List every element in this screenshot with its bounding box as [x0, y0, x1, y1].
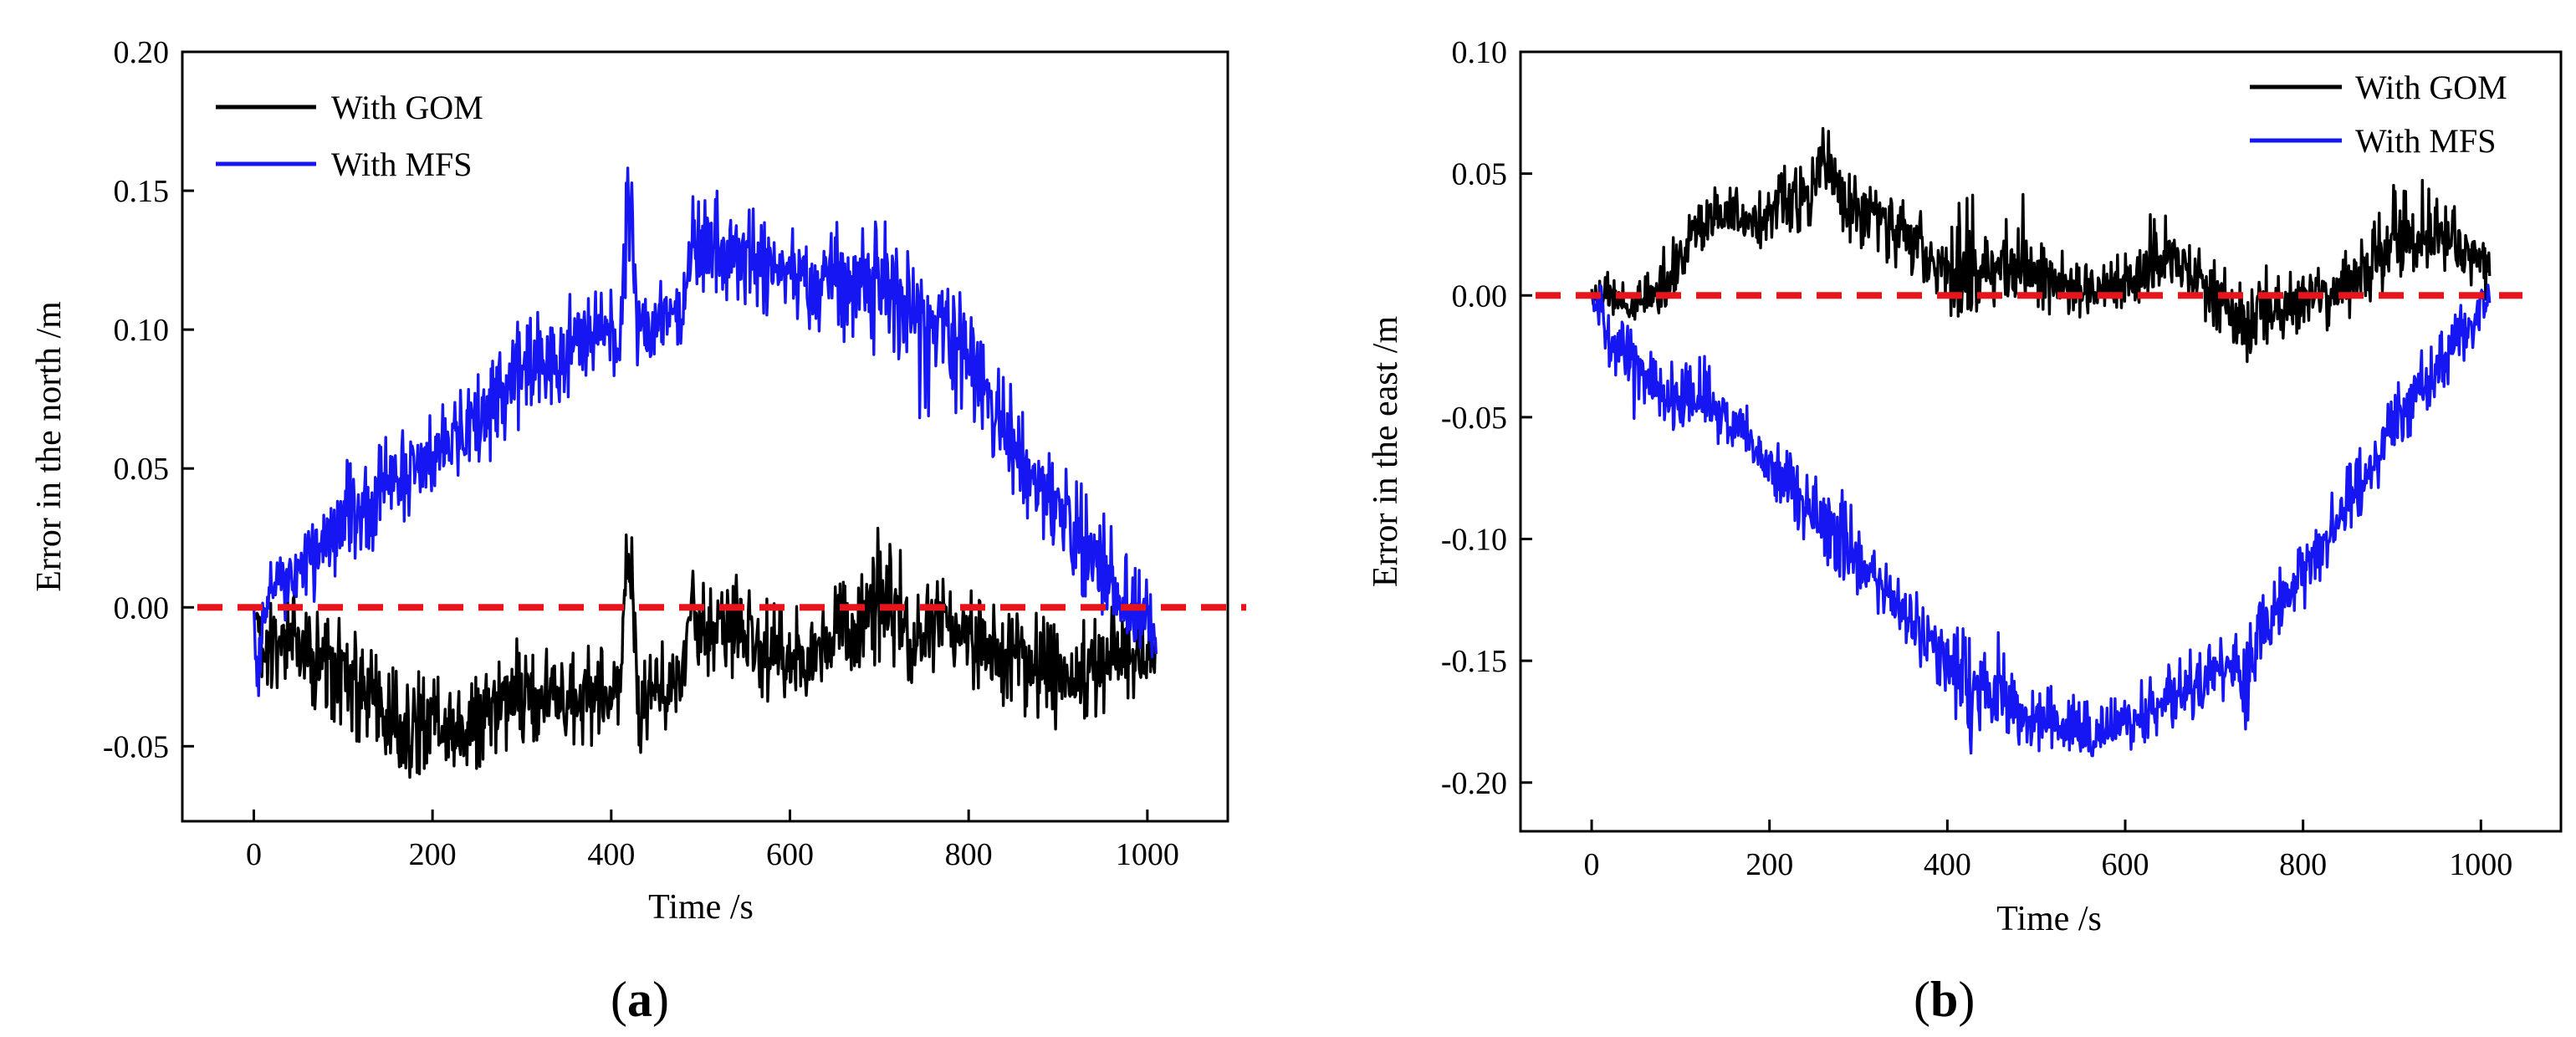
- panel-label-open: (: [611, 972, 627, 1027]
- plot-frame: [1519, 50, 2563, 833]
- chart-panel-a: 0 200 400 600 800 1000 -0.05 0.00 0.05 0.10 0.15 0.…: [30, 35, 1246, 1027]
- y-tick-label: 0.10: [1452, 35, 1508, 70]
- panel-label: (b): [1914, 972, 1975, 1027]
- y-axis-label: Error in the north /m: [30, 301, 69, 592]
- legend-label-mfs: With MFS: [2355, 122, 2496, 160]
- x-tick-label: 600: [2102, 847, 2149, 882]
- y-axis-label: Error in the east /m: [1367, 316, 1405, 588]
- x-tick-label: 400: [587, 837, 635, 872]
- series-line-gom: [253, 526, 1158, 779]
- y-tick-label: 0.00: [1452, 278, 1508, 314]
- panel-label-close: ): [1958, 972, 1975, 1027]
- y-tick-label: -0.20: [1441, 766, 1507, 801]
- chart-panel-b: 0 200 400 600 800 1000 -0.20 -0.15 -0.10 -0.05 0.0…: [1367, 35, 2563, 1027]
- plot-frame: [181, 50, 1229, 823]
- axes: 0 200 400 600 800 1000 -0.20 -0.15 -0.10 -0.05 0.0…: [1441, 35, 2563, 882]
- panel-label-letter: b: [1930, 972, 1958, 1027]
- legend: With GOM With MFS: [216, 89, 483, 183]
- x-tick-label: 200: [1745, 847, 1793, 882]
- series-line-gom: [1590, 126, 2492, 364]
- legend-label-mfs: With MFS: [331, 146, 472, 183]
- x-tick-label: 200: [409, 837, 457, 872]
- plot-area: [1536, 126, 2522, 758]
- panel-label-close: ): [652, 972, 669, 1027]
- panel-label-open: (: [1914, 972, 1930, 1027]
- x-axis-label: Time /s: [1996, 900, 2102, 938]
- y-tick-label: 0.10: [114, 313, 170, 348]
- plot-area: [197, 166, 1246, 779]
- series-line-mfs: [1590, 284, 2492, 758]
- legend-label-gom: With GOM: [331, 89, 483, 126]
- legend-label-gom: With GOM: [2355, 69, 2507, 106]
- y-tick-label: -0.10: [1441, 523, 1507, 558]
- panel-label-letter: a: [627, 972, 652, 1027]
- y-tick-label: 0.00: [114, 590, 170, 626]
- x-tick-label: 800: [945, 837, 993, 872]
- y-tick-label: -0.15: [1441, 644, 1507, 679]
- x-tick-label: 800: [2279, 847, 2327, 882]
- x-tick-label: 1000: [2449, 847, 2512, 882]
- y-tick-label: 0.20: [114, 35, 170, 70]
- panel-label: (a): [611, 972, 669, 1027]
- y-tick-label: -0.05: [1441, 401, 1507, 436]
- x-tick-label: 1000: [1116, 837, 1179, 872]
- series-line-mfs: [252, 166, 1158, 697]
- y-tick-label: 0.05: [114, 452, 170, 487]
- x-axis-label: Time /s: [648, 888, 754, 927]
- legend: With GOM With MFS: [2250, 69, 2507, 160]
- x-tick-label: 600: [766, 837, 814, 872]
- x-tick-label: 400: [1924, 847, 1971, 882]
- y-tick-label: 0.05: [1452, 157, 1508, 192]
- x-tick-label: 0: [1584, 847, 1600, 882]
- x-tick-label: 0: [246, 837, 262, 872]
- y-tick-label: 0.15: [114, 174, 170, 209]
- axes: 0 200 400 600 800 1000 -0.05 0.00 0.05 0.10 0.15 0.…: [103, 35, 1229, 872]
- y-tick-label: -0.05: [103, 729, 169, 764]
